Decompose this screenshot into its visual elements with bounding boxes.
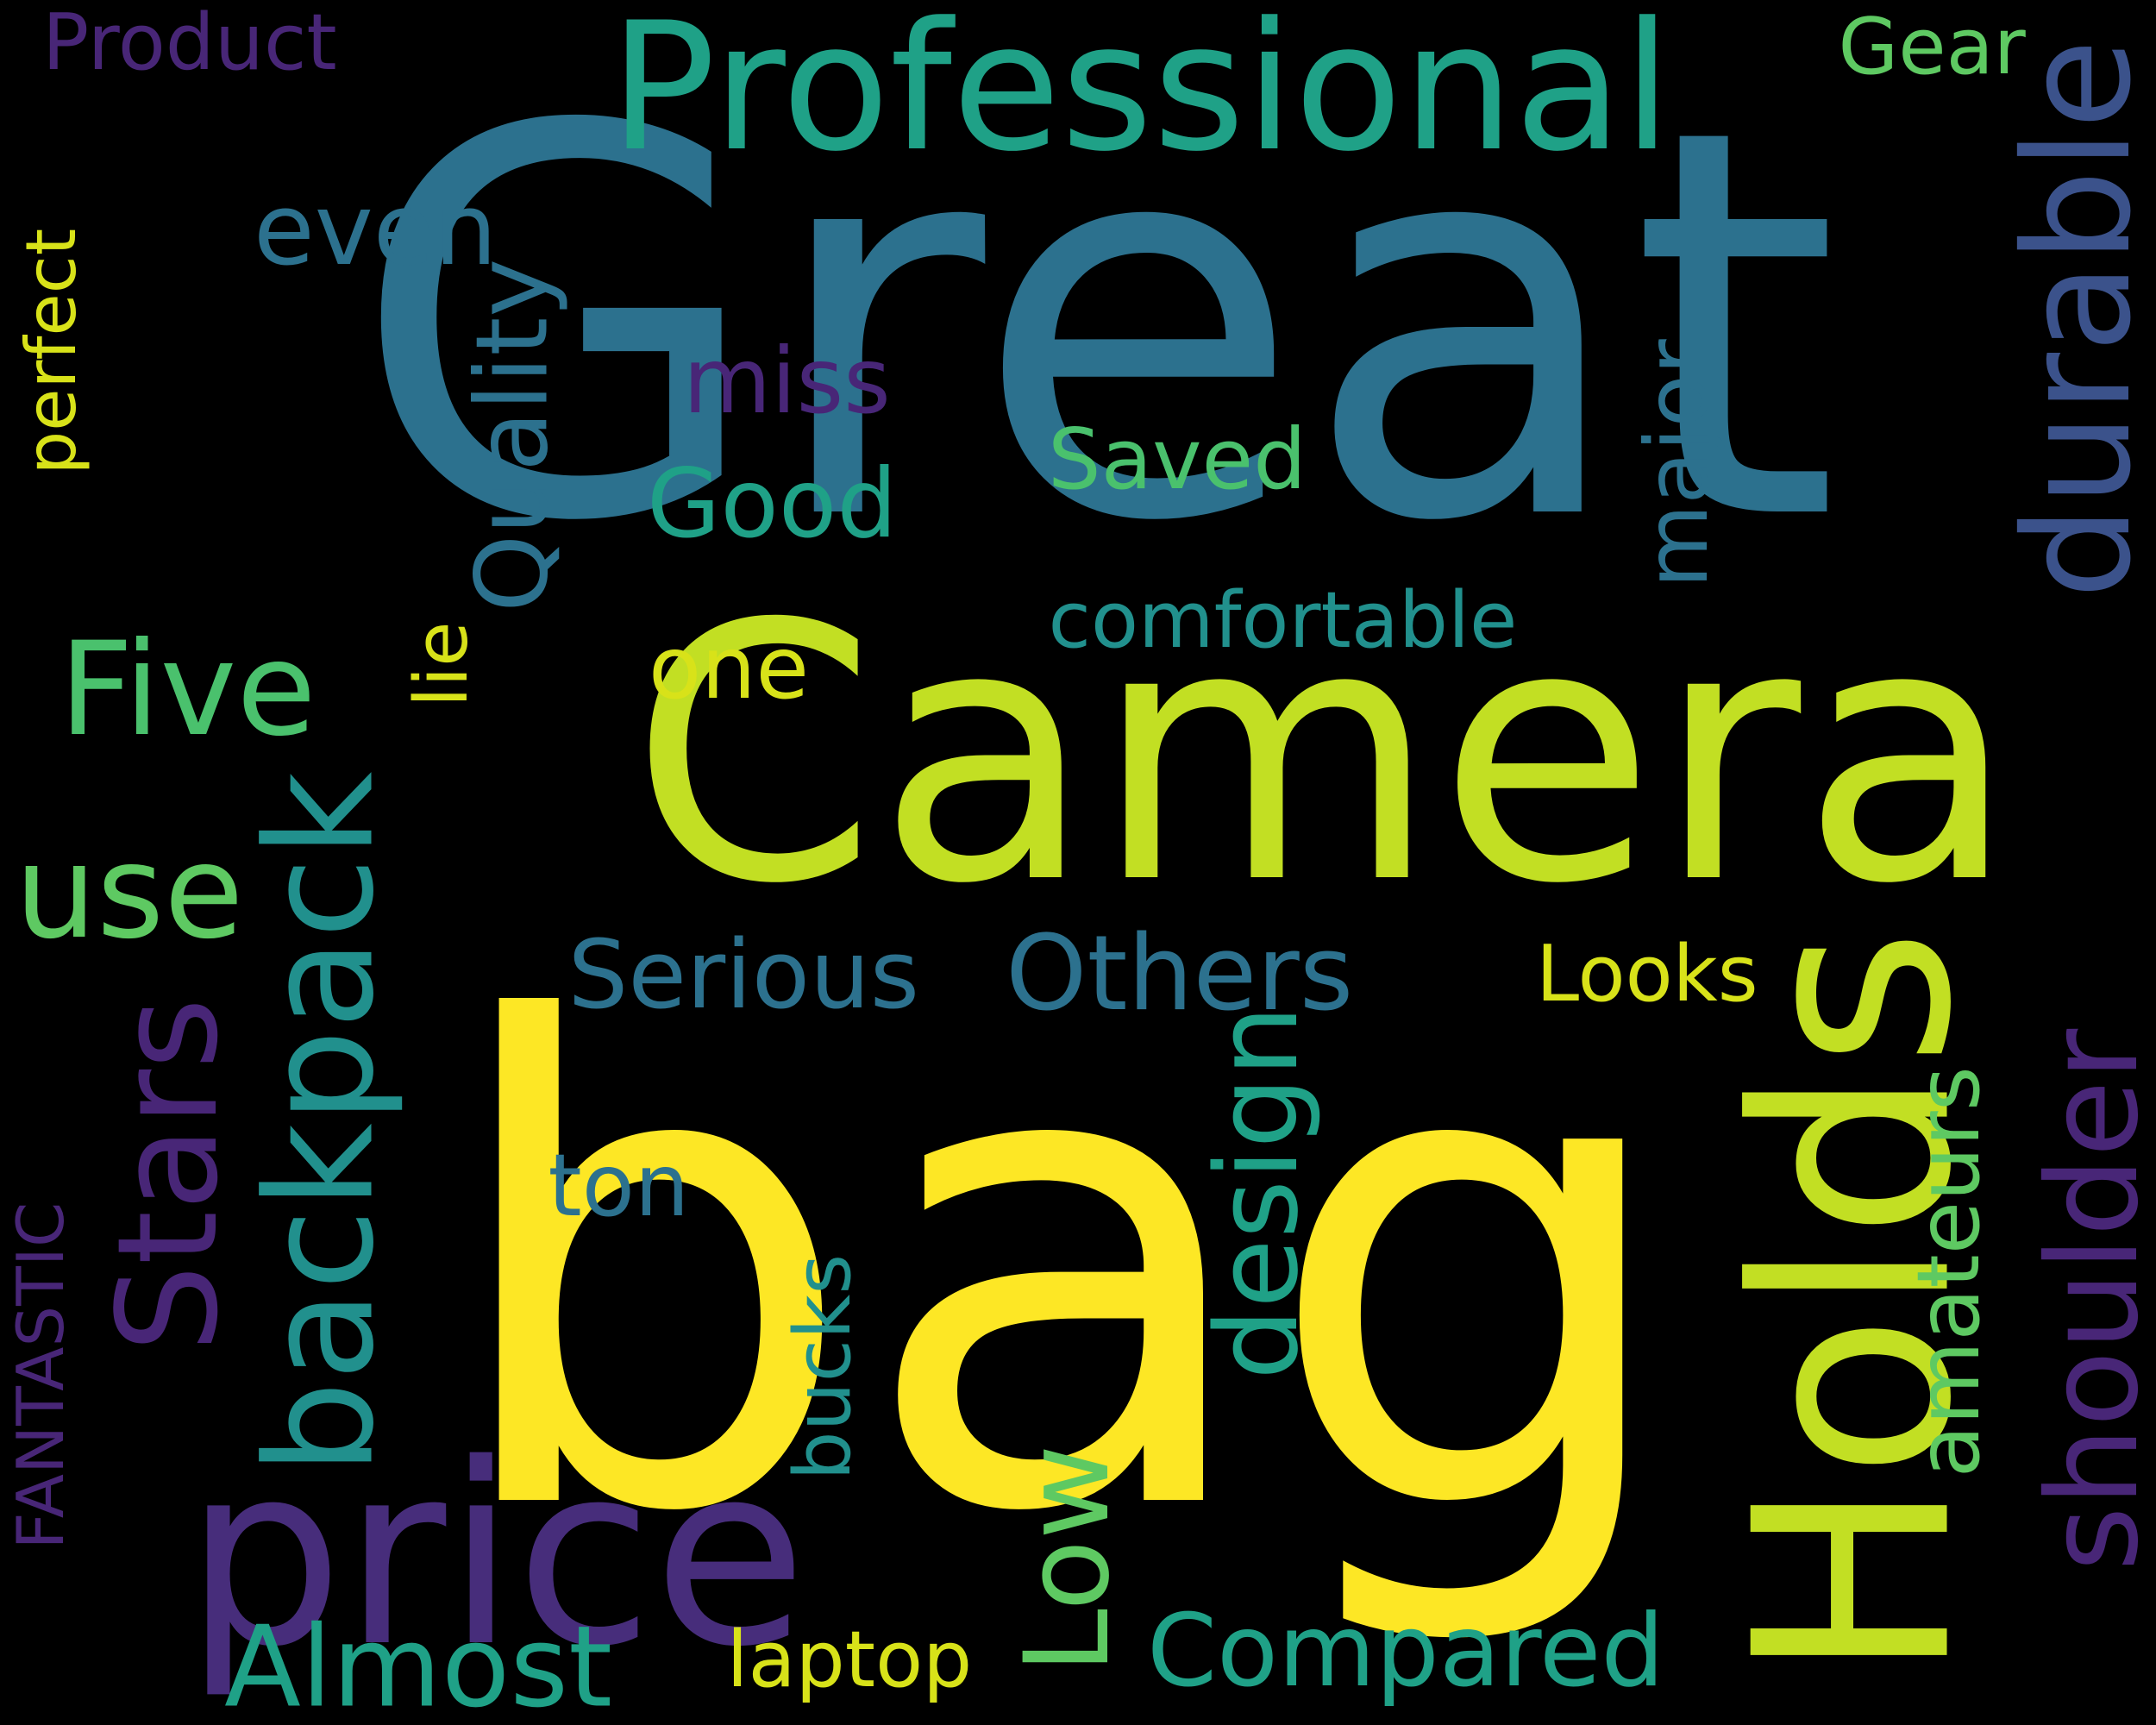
- word-durable: durable: [1993, 39, 2156, 599]
- word-camera: Camera: [630, 549, 2018, 961]
- word-lie: lie: [399, 621, 485, 707]
- word-laptop: laptop: [726, 1615, 973, 1705]
- word-great: Great: [351, 16, 1840, 638]
- word-use: use: [15, 818, 244, 968]
- word-backpack: backpack: [235, 771, 407, 1475]
- word-major: major: [1626, 339, 1727, 588]
- word-one: one: [649, 618, 810, 718]
- word-stars: Stars: [87, 997, 248, 1352]
- word-amateurs: amateurs: [1898, 1066, 1999, 1478]
- word-almost: Almost: [224, 1601, 613, 1725]
- word-looks: Looks: [1536, 929, 1758, 1019]
- word-design: design: [1191, 1005, 1323, 1380]
- word-comfortable: comfortable: [1048, 575, 1518, 666]
- word-perfect: perfect: [11, 228, 91, 475]
- word-saved: Saved: [1048, 411, 1307, 508]
- word-low: Low: [1000, 1444, 1135, 1674]
- word-bucks: bucks: [778, 1253, 868, 1481]
- word-shoulder: shoulder: [2021, 1028, 2156, 1571]
- word-bag: bag: [439, 887, 1683, 1656]
- word-ton: ton: [548, 1135, 690, 1236]
- word-compared: Compared: [1147, 1593, 1665, 1709]
- word-professional: Professional: [609, 0, 1672, 191]
- word-others: Others: [1006, 914, 1354, 1034]
- word-gear: Gear: [1838, 2, 2026, 92]
- word-quality: Quality: [454, 258, 571, 612]
- word-fantastic: FANTASTIC: [3, 1201, 78, 1550]
- word-miss: miss: [683, 329, 891, 434]
- word-five: Five: [59, 615, 317, 765]
- word-serious: Serious: [567, 919, 920, 1030]
- word-product: Product: [42, 0, 337, 88]
- word-price: price: [185, 1411, 807, 1702]
- word-good: Good: [647, 449, 898, 560]
- word-even: even: [254, 172, 498, 288]
